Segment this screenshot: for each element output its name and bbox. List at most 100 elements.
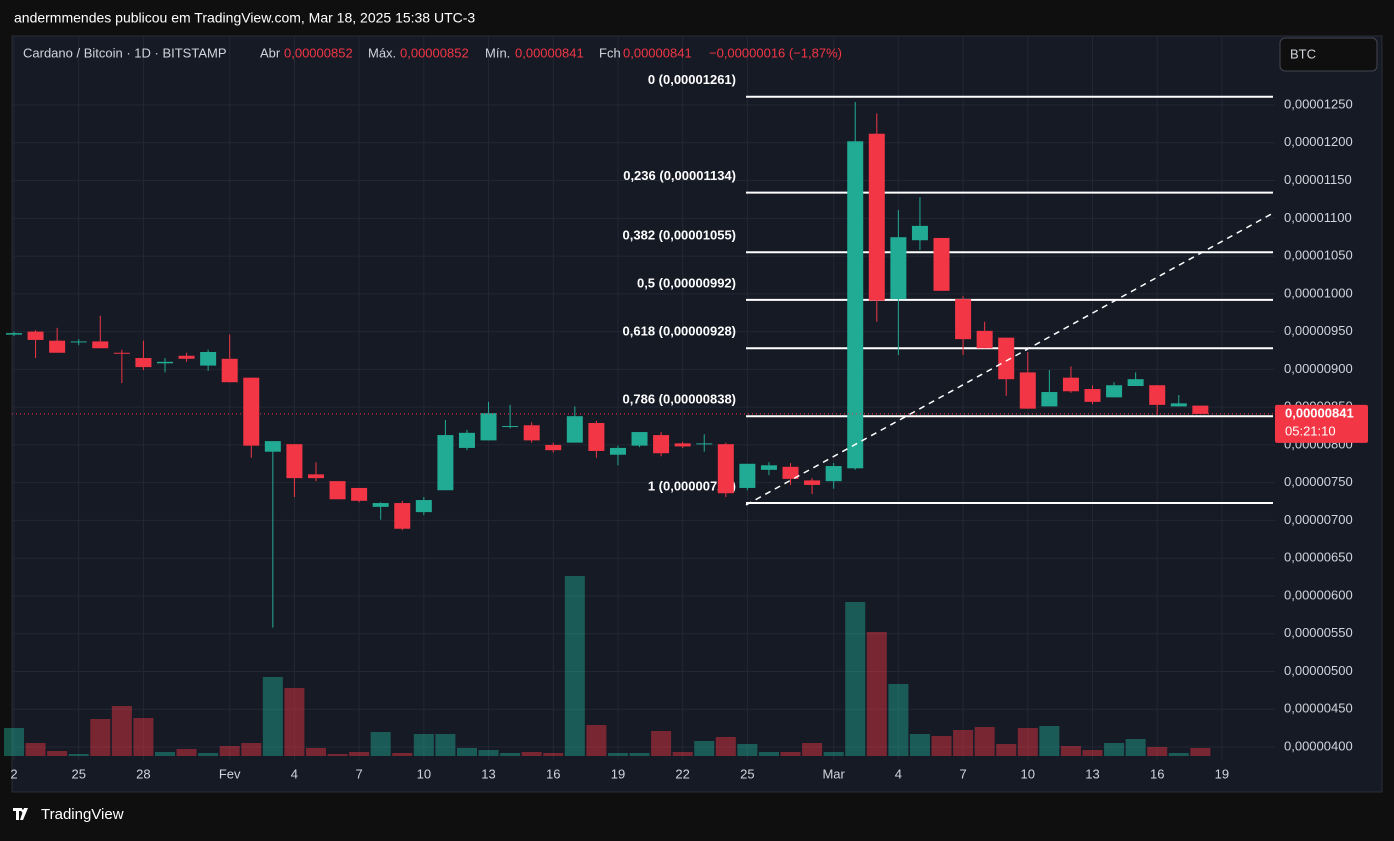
volume-bar bbox=[413, 734, 434, 756]
volume-bar bbox=[888, 684, 909, 756]
x-tick-label: 25 bbox=[71, 766, 85, 781]
candle-body bbox=[135, 358, 152, 368]
x-tick-label: 7 bbox=[959, 766, 966, 781]
last-price-box bbox=[1275, 404, 1368, 443]
high-label: Máx. bbox=[368, 45, 396, 60]
volume-bar bbox=[456, 748, 477, 756]
candle-body bbox=[545, 444, 562, 451]
countdown: 05:21:10 bbox=[1285, 423, 1336, 438]
candle-body bbox=[566, 416, 583, 443]
volume-bar bbox=[931, 736, 952, 756]
volume-bar bbox=[737, 744, 758, 756]
candle-body bbox=[221, 358, 238, 383]
candle-body bbox=[696, 443, 713, 445]
y-tick-label: 0,00000450 bbox=[1284, 701, 1353, 716]
currency-button-label[interactable]: BTC bbox=[1290, 46, 1316, 61]
y-tick-label: 0,00001050 bbox=[1284, 248, 1353, 263]
x-tick-label: 28 bbox=[136, 766, 150, 781]
volume-bar bbox=[4, 728, 24, 756]
x-tick-label: 2 bbox=[10, 766, 17, 781]
fib-label: 0,786 (0,00000838) bbox=[623, 392, 736, 407]
y-tick-label: 0,00000700 bbox=[1284, 512, 1353, 527]
volume-bar bbox=[349, 752, 370, 756]
candle-body bbox=[760, 465, 777, 470]
candle-body bbox=[394, 503, 411, 529]
candle-body bbox=[998, 337, 1015, 380]
x-tick-label: 10 bbox=[1021, 766, 1035, 781]
volume-bar bbox=[500, 753, 521, 756]
candle-body bbox=[6, 333, 22, 335]
fib-label: 0,236 (0,00001134) bbox=[623, 168, 736, 183]
volume-bar bbox=[1060, 746, 1081, 756]
fib-label: 0,382 (0,00001055) bbox=[623, 228, 736, 243]
y-tick-label: 0,00001100 bbox=[1284, 210, 1352, 225]
volume-bar bbox=[1039, 726, 1060, 756]
x-tick-label: 10 bbox=[417, 766, 431, 781]
volume-bar bbox=[284, 688, 305, 756]
x-tick-label: 19 bbox=[611, 766, 625, 781]
candle-body bbox=[847, 141, 864, 469]
candle-body bbox=[1192, 405, 1209, 414]
candle-body bbox=[933, 237, 950, 291]
volume-bar bbox=[327, 754, 348, 756]
candle-body bbox=[351, 487, 368, 501]
volume-bar bbox=[47, 751, 68, 756]
candle-body bbox=[976, 330, 993, 349]
volume-bar bbox=[25, 743, 46, 756]
volume-bar bbox=[607, 753, 628, 756]
candle-body bbox=[1127, 379, 1144, 386]
volume-bar bbox=[629, 753, 650, 756]
volume-bar bbox=[1017, 728, 1038, 756]
candle-body bbox=[890, 237, 907, 300]
currency-button[interactable] bbox=[1279, 37, 1378, 72]
trend-line bbox=[745, 211, 1276, 506]
candle-body bbox=[264, 441, 281, 452]
volume-bar bbox=[651, 731, 672, 756]
volume-bar bbox=[586, 725, 607, 756]
x-tick-label: 7 bbox=[356, 766, 363, 781]
brand: TradingView bbox=[41, 806, 124, 823]
y-tick-label: 0,00000950 bbox=[1284, 323, 1353, 338]
last-price-label: 0,00000841 bbox=[1285, 405, 1354, 420]
x-tick-label: 16 bbox=[546, 766, 560, 781]
volume-bar bbox=[802, 743, 823, 756]
y-tick-label: 0,00000650 bbox=[1284, 550, 1353, 565]
candle-body bbox=[92, 341, 109, 349]
volume-bar bbox=[219, 746, 240, 756]
volume-bar bbox=[1104, 743, 1125, 756]
volume-bar bbox=[672, 752, 693, 756]
volume-bar bbox=[1147, 747, 1168, 756]
x-tick-label: 4 bbox=[895, 766, 902, 781]
candle-body bbox=[307, 474, 324, 479]
volume-bar bbox=[780, 752, 801, 756]
logo-dot bbox=[21, 809, 25, 813]
candle-body bbox=[868, 133, 885, 301]
open-label: Abr bbox=[260, 45, 281, 60]
volume-bar bbox=[305, 748, 326, 756]
candle-body bbox=[480, 413, 497, 441]
x-tick-label: Fev bbox=[219, 766, 241, 781]
x-tick-label: 19 bbox=[1215, 766, 1229, 781]
volume-bar bbox=[262, 677, 283, 756]
candle-body bbox=[674, 443, 691, 447]
candle-body bbox=[825, 466, 842, 482]
candle-body bbox=[49, 340, 66, 353]
x-tick-label: 4 bbox=[291, 766, 298, 781]
fib-label: 1 (0,00000723) bbox=[648, 478, 736, 493]
volume-bar bbox=[1125, 739, 1146, 756]
candle-body bbox=[178, 355, 195, 359]
candle-body bbox=[70, 341, 87, 343]
candle-body bbox=[243, 377, 260, 446]
candle-body bbox=[782, 466, 799, 479]
candle-body bbox=[372, 503, 389, 507]
fib-label: 0 (0,00001261) bbox=[648, 72, 736, 87]
change-value: −0,00000016 (−1,87%) bbox=[709, 45, 842, 60]
volume-bar bbox=[758, 752, 779, 756]
volume-bar bbox=[564, 576, 585, 756]
volume-bar bbox=[176, 749, 197, 756]
volume-bar bbox=[1190, 748, 1211, 756]
x-tick-label: 16 bbox=[1150, 766, 1164, 781]
volume-bar bbox=[154, 752, 175, 756]
volume-bar bbox=[823, 752, 844, 756]
